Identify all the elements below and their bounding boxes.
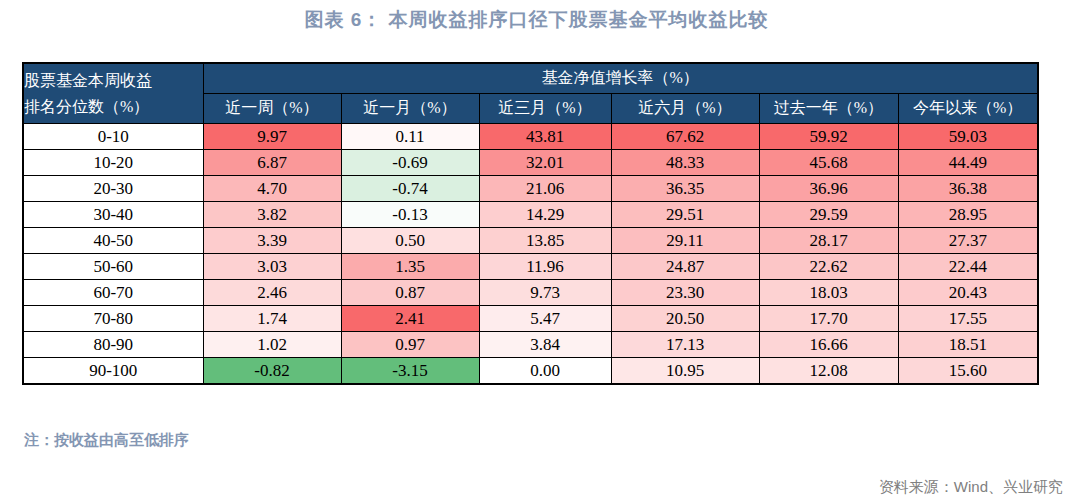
value-cell: 48.33 — [611, 150, 759, 176]
value-cell: 16.66 — [759, 332, 898, 358]
value-cell: 23.30 — [611, 280, 759, 306]
table-row: 30-403.82-0.1314.2929.5129.5928.95 — [23, 202, 1038, 228]
col-header-month: 近一月（%） — [341, 94, 479, 124]
corner-header: 股票基金本周收益 排名分位数（%） — [23, 63, 203, 124]
table-row: 90-100-0.82-3.150.0010.9512.0815.60 — [23, 358, 1038, 385]
value-cell: 21.06 — [479, 176, 611, 202]
col-header-ytd: 今年以来（%） — [898, 94, 1038, 124]
value-cell: 4.70 — [203, 176, 341, 202]
value-cell: 0.00 — [479, 358, 611, 385]
value-cell: 9.73 — [479, 280, 611, 306]
value-cell: -3.15 — [341, 358, 479, 385]
group-header: 基金净值增长率（%） — [203, 63, 1038, 94]
row-label: 60-70 — [23, 280, 203, 306]
value-cell: 0.87 — [341, 280, 479, 306]
value-cell: 28.95 — [898, 202, 1038, 228]
table-row: 60-702.460.879.7323.3018.0320.43 — [23, 280, 1038, 306]
value-cell: 10.95 — [611, 358, 759, 385]
value-cell: 1.74 — [203, 306, 341, 332]
value-cell: 28.17 — [759, 228, 898, 254]
value-cell: -0.13 — [341, 202, 479, 228]
table-row: 50-603.031.3511.9624.8722.6222.44 — [23, 254, 1038, 280]
col-header-1year: 过去一年（%） — [759, 94, 898, 124]
row-label: 10-20 — [23, 150, 203, 176]
row-label: 20-30 — [23, 176, 203, 202]
col-header-3month: 近三月（%） — [479, 94, 611, 124]
value-cell: 3.82 — [203, 202, 341, 228]
value-cell: 2.41 — [341, 306, 479, 332]
figure-source: 资料来源：Wind、兴业研究 — [879, 478, 1063, 497]
value-cell: 22.62 — [759, 254, 898, 280]
value-cell: -0.74 — [341, 176, 479, 202]
value-cell: 1.35 — [341, 254, 479, 280]
value-cell: 27.37 — [898, 228, 1038, 254]
value-cell: 9.97 — [203, 124, 341, 150]
value-cell: 59.92 — [759, 124, 898, 150]
value-cell: 44.49 — [898, 150, 1038, 176]
value-cell: 3.39 — [203, 228, 341, 254]
value-cell: 6.87 — [203, 150, 341, 176]
row-label: 40-50 — [23, 228, 203, 254]
value-cell: 45.68 — [759, 150, 898, 176]
corner-header-line2: 排名分位数（%） — [24, 94, 203, 120]
value-cell: 12.08 — [759, 358, 898, 385]
value-cell: 36.35 — [611, 176, 759, 202]
row-label: 90-100 — [23, 358, 203, 385]
figure-note: 注：按收益由高至低排序 — [24, 431, 189, 450]
value-cell: 2.46 — [203, 280, 341, 306]
value-cell: 24.87 — [611, 254, 759, 280]
row-label: 0-10 — [23, 124, 203, 150]
value-cell: 17.70 — [759, 306, 898, 332]
table-row: 0-109.970.1143.8167.6259.9259.03 — [23, 124, 1038, 150]
figure-title: 图表 6： 本周收益排序口径下股票基金平均收益比较 — [0, 7, 1073, 33]
table-row: 70-801.742.415.4720.5017.7017.55 — [23, 306, 1038, 332]
value-cell: 11.96 — [479, 254, 611, 280]
value-cell: 29.59 — [759, 202, 898, 228]
value-cell: 17.13 — [611, 332, 759, 358]
table-row: 80-901.020.973.8417.1316.6618.51 — [23, 332, 1038, 358]
value-cell: 29.51 — [611, 202, 759, 228]
value-cell: 18.03 — [759, 280, 898, 306]
value-cell: 32.01 — [479, 150, 611, 176]
table-body: 0-109.970.1143.8167.6259.9259.0310-206.8… — [23, 124, 1038, 385]
value-cell: 14.29 — [479, 202, 611, 228]
table-row: 10-206.87-0.6932.0148.3345.6844.49 — [23, 150, 1038, 176]
header-row-group: 股票基金本周收益 排名分位数（%） 基金净值增长率（%） — [23, 63, 1038, 94]
row-label: 30-40 — [23, 202, 203, 228]
table-row: 40-503.390.5013.8529.1128.1727.37 — [23, 228, 1038, 254]
value-cell: 67.62 — [611, 124, 759, 150]
value-cell: 20.43 — [898, 280, 1038, 306]
value-cell: 1.02 — [203, 332, 341, 358]
value-cell: 5.47 — [479, 306, 611, 332]
value-cell: 29.11 — [611, 228, 759, 254]
row-label: 70-80 — [23, 306, 203, 332]
value-cell: 22.44 — [898, 254, 1038, 280]
col-header-week: 近一周（%） — [203, 94, 341, 124]
value-cell: 36.38 — [898, 176, 1038, 202]
value-cell: -0.82 — [203, 358, 341, 385]
value-cell: 15.60 — [898, 358, 1038, 385]
table-row: 20-304.70-0.7421.0636.3536.9636.38 — [23, 176, 1038, 202]
col-header-6month: 近六月（%） — [611, 94, 759, 124]
value-cell: -0.69 — [341, 150, 479, 176]
row-label: 80-90 — [23, 332, 203, 358]
returns-table: 股票基金本周收益 排名分位数（%） 基金净值增长率（%） 近一周（%） 近一月（… — [22, 62, 1039, 385]
value-cell: 20.50 — [611, 306, 759, 332]
value-cell: 59.03 — [898, 124, 1038, 150]
value-cell: 17.55 — [898, 306, 1038, 332]
value-cell: 43.81 — [479, 124, 611, 150]
value-cell: 13.85 — [479, 228, 611, 254]
value-cell: 3.84 — [479, 332, 611, 358]
value-cell: 0.50 — [341, 228, 479, 254]
value-cell: 0.97 — [341, 332, 479, 358]
value-cell: 18.51 — [898, 332, 1038, 358]
value-cell: 3.03 — [203, 254, 341, 280]
value-cell: 0.11 — [341, 124, 479, 150]
value-cell: 36.96 — [759, 176, 898, 202]
row-label: 50-60 — [23, 254, 203, 280]
corner-header-line1: 股票基金本周收益 — [24, 68, 203, 94]
table-header: 股票基金本周收益 排名分位数（%） 基金净值增长率（%） 近一周（%） 近一月（… — [23, 63, 1038, 124]
